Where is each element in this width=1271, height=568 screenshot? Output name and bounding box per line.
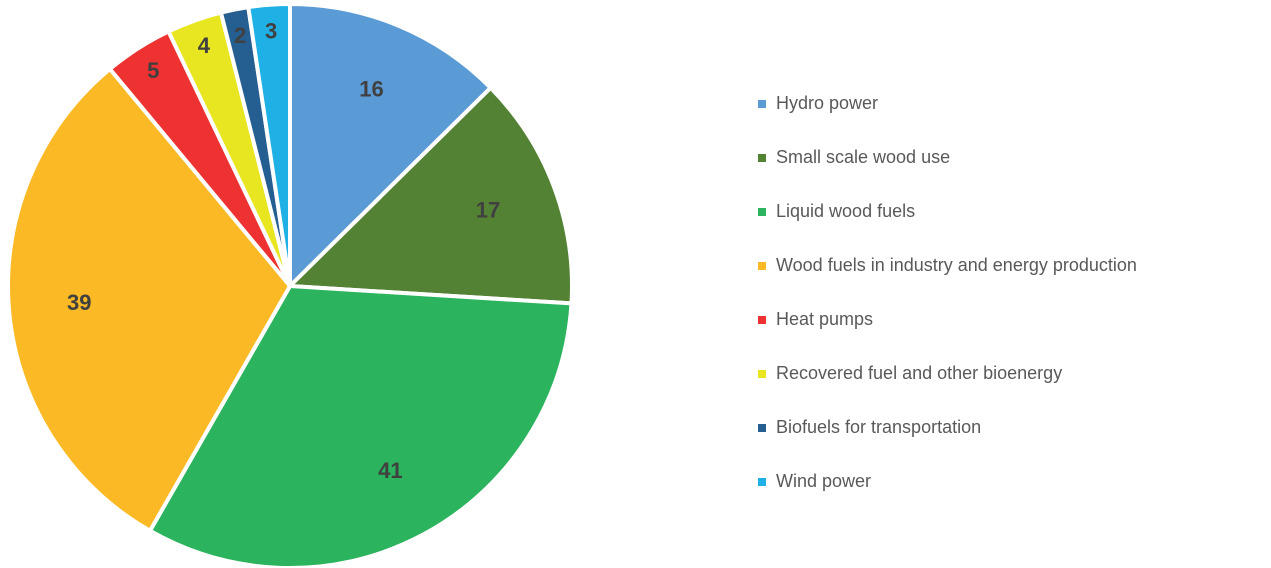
data-label: 2 [234, 23, 246, 48]
data-label: 5 [147, 58, 159, 83]
data-label: 3 [265, 19, 277, 44]
pie-slice [288, 85, 574, 306]
legend-marker [758, 478, 766, 486]
legend-label: Liquid wood fuels [776, 201, 915, 221]
pie-slice [148, 284, 574, 568]
legend-marker [758, 370, 766, 378]
legend-marker [758, 154, 766, 162]
data-label: 4 [198, 33, 211, 58]
pie-slice [6, 66, 292, 533]
legend-label: Biofuels for transportation [776, 417, 981, 437]
data-label: 41 [378, 458, 402, 483]
data-label: 17 [476, 198, 500, 223]
legend-marker [758, 100, 766, 108]
legend-marker [758, 208, 766, 216]
pie-slice [246, 2, 292, 288]
legend-marker [758, 316, 766, 324]
legend-label: Wind power [776, 471, 871, 491]
pie-slice [288, 2, 493, 288]
legend-label: Heat pumps [776, 309, 873, 329]
legend-marker [758, 262, 766, 270]
data-label: 39 [67, 290, 91, 315]
legend-label: Small scale wood use [776, 147, 950, 167]
data-label: 16 [359, 77, 383, 102]
legend-label: Wood fuels in industry and energy produc… [776, 255, 1137, 275]
legend-label: Recovered fuel and other bioenergy [776, 363, 1062, 383]
legend-label: Hydro power [776, 93, 878, 113]
legend-marker [758, 424, 766, 432]
